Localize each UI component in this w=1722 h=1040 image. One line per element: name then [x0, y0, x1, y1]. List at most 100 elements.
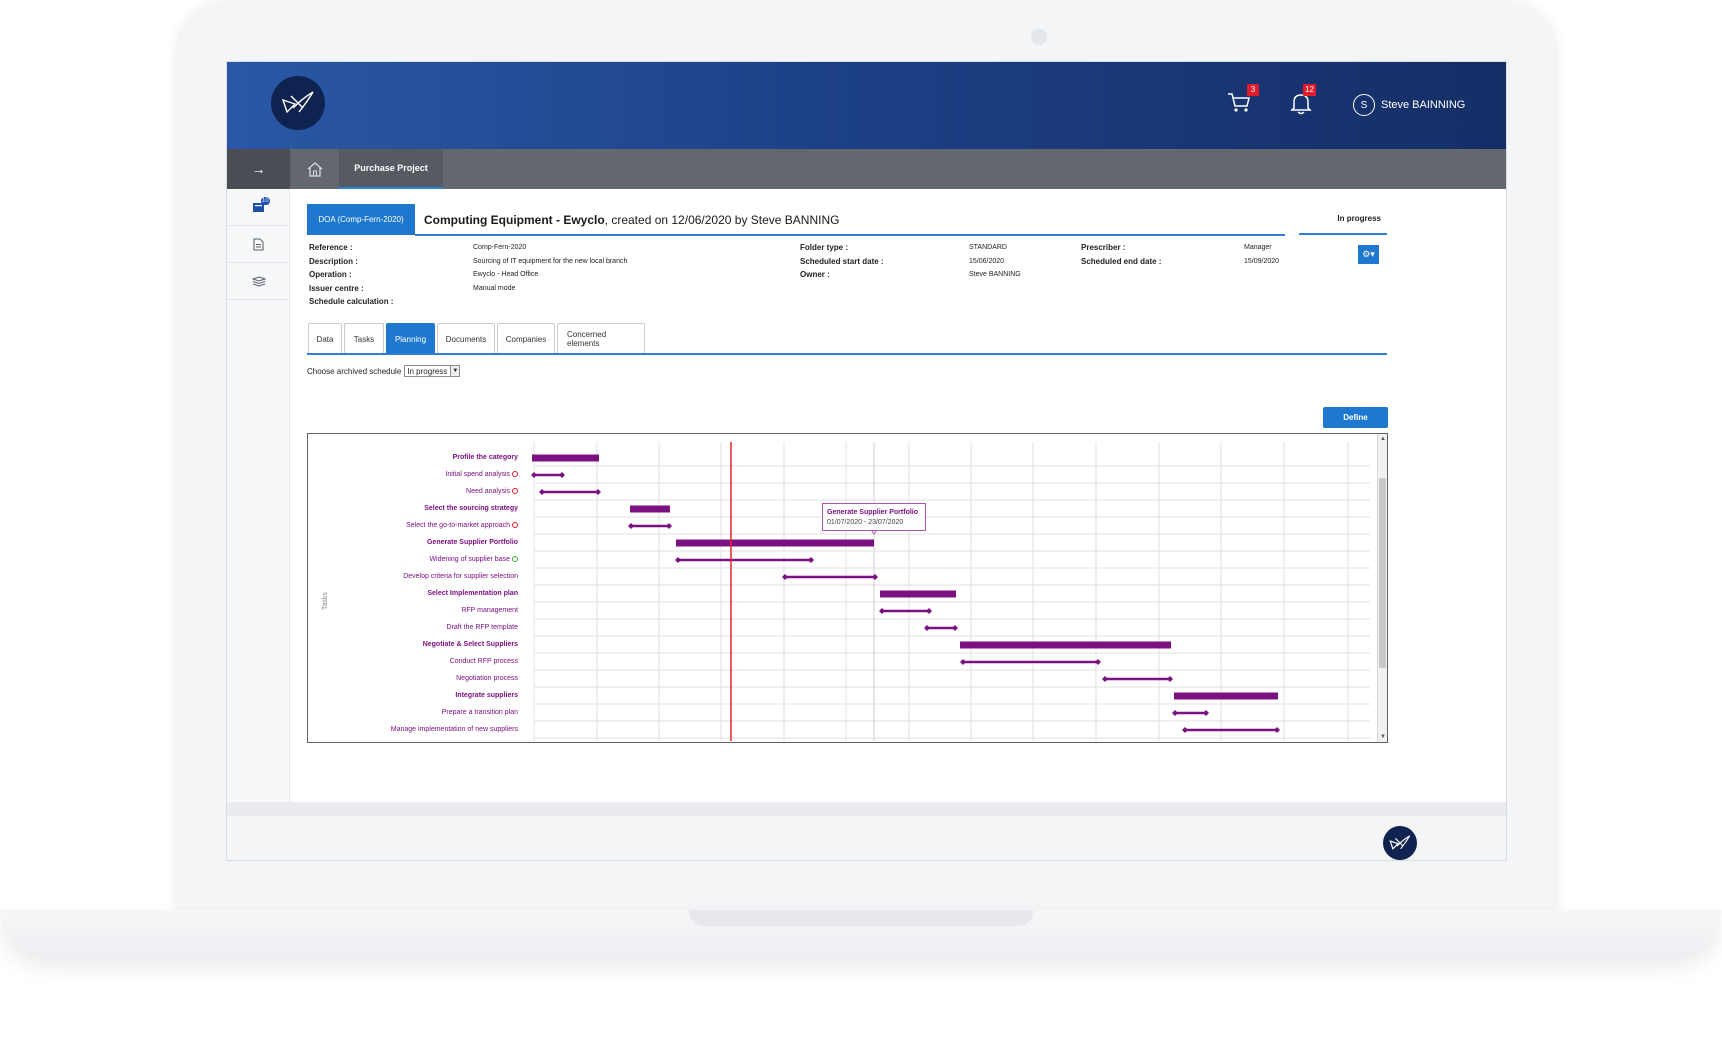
gantt-task-marker: [666, 523, 672, 529]
define-button[interactable]: Define: [1323, 407, 1388, 428]
settings-dropdown-button[interactable]: ⚙▾: [1358, 245, 1379, 264]
gantt-task-marker: [559, 472, 565, 478]
gantt-task-marker: [539, 489, 545, 495]
gantt-task-marker: [675, 557, 681, 563]
sidebar-item-documents[interactable]: 10: [227, 189, 290, 226]
detail-value: Comp-Fern-2020: [473, 244, 527, 251]
scroll-thumb[interactable]: [1379, 478, 1386, 668]
user-name: Steve BAINNING: [1381, 99, 1466, 111]
detail-value: Steve BANNING: [969, 271, 1021, 279]
gantt-tooltip: Generate Supplier Portfolio 01/07/2020 -…: [822, 503, 926, 531]
home-button[interactable]: [290, 149, 339, 189]
camera-dot: [1031, 29, 1047, 45]
archived-schedule-select[interactable]: In progress ▼: [404, 365, 461, 377]
gantt-task-name: Need analysis: [466, 488, 510, 495]
gantt-task-marker: [782, 574, 788, 580]
details-col1-values: Comp-Fern-2020 Sourcing of IT equipment …: [473, 241, 627, 295]
gantt-task-marker: [1203, 710, 1209, 716]
gantt-task-label: Need analysis: [318, 488, 518, 495]
gantt-task-marker: [628, 523, 634, 529]
gantt-task-name: Draft the RFP template: [446, 624, 518, 631]
details-col1-labels: Reference : Description : Operation : Is…: [309, 241, 393, 309]
tab-companies[interactable]: Companies: [497, 323, 555, 354]
tab-tasks[interactable]: Tasks: [344, 323, 384, 354]
detail-label: Issuer centre :: [309, 283, 364, 293]
gantt-task-label: Conduct RFP process: [318, 658, 518, 665]
gantt-task-name: Generate Supplier Portfolio: [426, 539, 518, 546]
gantt-task-marker: [1167, 676, 1173, 682]
gantt-task-name: Select the sourcing strategy: [424, 505, 518, 512]
sidebar-item-layers[interactable]: [227, 263, 290, 300]
gantt-task-label: Prepare a transition plan: [318, 709, 518, 716]
detail-label: Scheduled start date :: [800, 256, 884, 266]
details-col2-labels: Folder type : Scheduled start date : Own…: [800, 241, 884, 282]
gantt-task-label: Initial spend analysis: [318, 471, 518, 478]
archived-schedule: Choose archived schedule In progress ▼: [307, 365, 461, 377]
detail-value: STANDARD: [969, 244, 1007, 251]
archived-schedule-label: Choose archived schedule: [307, 366, 402, 376]
gantt-task-marker: [872, 574, 878, 580]
gantt-summary-bar[interactable]: [676, 539, 874, 547]
footer-strip: [227, 802, 1506, 816]
gantt-summary-bar[interactable]: [532, 454, 599, 462]
brand-logo-icon[interactable]: [271, 76, 325, 130]
gantt-task-label: Draft the RFP template: [318, 624, 518, 631]
user-menu[interactable]: S Steve BAINNING: [1353, 94, 1465, 116]
gantt-summary-bar[interactable]: [960, 641, 1171, 649]
status-circle-icon: [512, 522, 518, 528]
footer-logo-icon[interactable]: [1383, 826, 1417, 860]
file-icon: [253, 237, 264, 251]
avatar: S: [1353, 94, 1375, 116]
project-created-info: , created on 12/06/2020 by Steve BANNING: [604, 213, 840, 227]
tab-planning[interactable]: Planning: [386, 323, 435, 354]
doa-label[interactable]: DOA (Comp-Fern-2020): [307, 204, 415, 235]
tab-purchase-project[interactable]: Purchase Project: [339, 149, 443, 189]
gantt-task-name: Integrate suppliers: [455, 692, 518, 699]
detail-label: Prescriber :: [1081, 243, 1126, 252]
gantt-task-name: Conduct RFP process: [449, 658, 518, 665]
scroll-up-icon[interactable]: ▲: [1380, 436, 1386, 442]
gantt-task-marker: [879, 608, 885, 614]
footer: [227, 816, 1506, 860]
chevron-down-icon: ▼: [450, 366, 460, 376]
page-title: Computing Equipment - Ewyclo, created on…: [424, 213, 839, 227]
gantt-summary-bar[interactable]: [1174, 692, 1278, 700]
gantt-task-label: Generate Supplier Portfolio: [318, 539, 518, 546]
gantt-task-marker: [1102, 676, 1108, 682]
cart-button[interactable]: 3: [1227, 84, 1259, 119]
gantt-scrollbar[interactable]: ▲ ▼: [1377, 434, 1387, 742]
details-col3-labels: Prescriber : Scheduled end date :: [1081, 241, 1161, 268]
tooltip-dates: 01/07/2020 - 23/07/2020: [827, 519, 904, 526]
gantt-summary-bar[interactable]: [630, 505, 670, 513]
gantt-task-name: RFP management: [461, 607, 518, 614]
sidebar-item-file[interactable]: [227, 226, 290, 263]
layers-icon: [251, 275, 266, 287]
detail-value: Ewyclo - Head Office: [473, 271, 539, 279]
detail-label: Reference :: [309, 243, 353, 252]
tab-data[interactable]: Data: [308, 323, 342, 354]
detail-label: Owner :: [800, 270, 830, 280]
gantt-chart: Profile the category Initial spend analys…: [307, 433, 1388, 743]
scroll-down-icon[interactable]: ▼: [1380, 734, 1386, 740]
detail-value: Sourcing of IT equipment for the new loc…: [473, 257, 628, 265]
title-divider: [415, 234, 1285, 236]
status-circle-icon: [512, 488, 518, 494]
gantt-task-label: Select the go-to-market approach: [318, 522, 518, 529]
app-screen: 3 12 S Steve BAINNING → Purchase Project: [226, 61, 1507, 861]
gantt-task-name: Negotiation process: [456, 675, 518, 682]
archived-schedule-value: In progress: [407, 366, 448, 376]
gantt-task-label: RFP management: [318, 607, 518, 614]
tab-documents[interactable]: Documents: [437, 323, 495, 354]
expand-sidebar-button[interactable]: →: [227, 149, 290, 189]
cart-icon: [1228, 93, 1250, 112]
gantt-summary-bar[interactable]: [880, 590, 956, 598]
bell-icon: [1290, 94, 1312, 115]
gantt-task-name: Manage implementation of new suppliers: [390, 726, 518, 733]
laptop-notch: [689, 910, 1033, 926]
detail-value: Manager: [1244, 244, 1272, 251]
gantt-task-marker: [1095, 659, 1101, 665]
detail-value: Manual mode: [473, 284, 516, 292]
tab-concerned-elements[interactable]: Concerned elements: [557, 323, 645, 354]
gantt-task-name: Prepare a transition plan: [441, 709, 518, 716]
notifications-button[interactable]: 12: [1290, 84, 1316, 120]
